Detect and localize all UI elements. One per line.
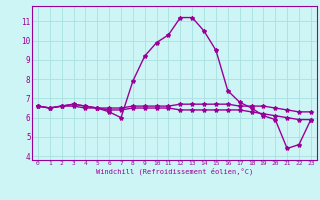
X-axis label: Windchill (Refroidissement éolien,°C): Windchill (Refroidissement éolien,°C) — [96, 168, 253, 175]
